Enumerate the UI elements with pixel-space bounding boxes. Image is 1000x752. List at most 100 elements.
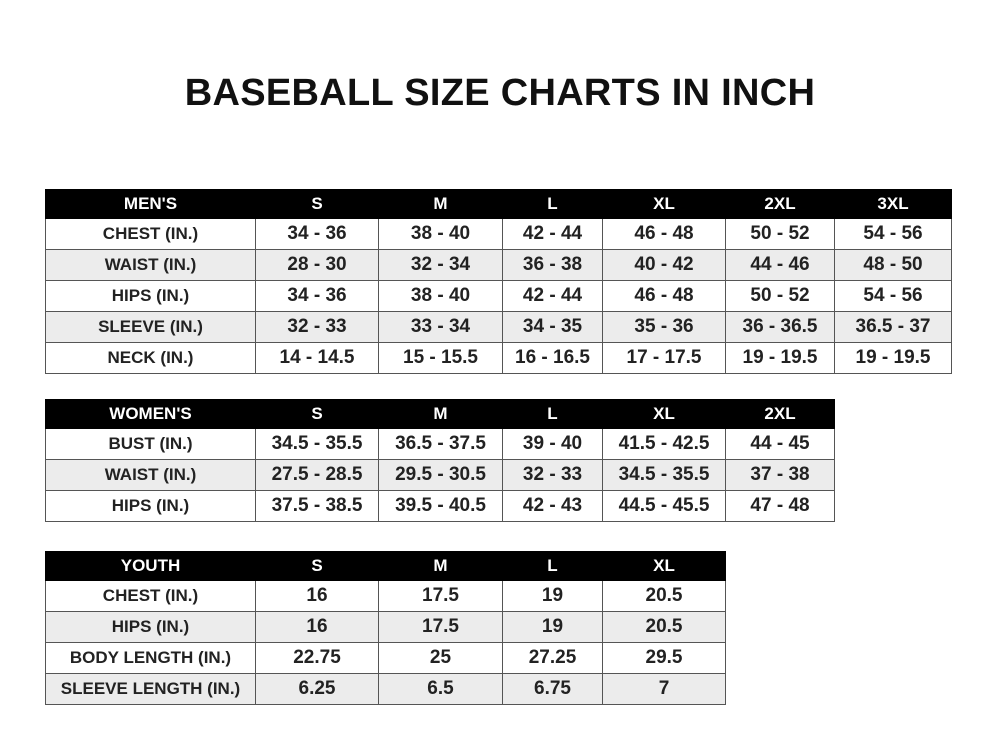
row-label: SLEEVE (IN.) [45, 311, 256, 343]
table-cell: 16 [255, 611, 379, 643]
table-cell: 32 - 34 [378, 249, 503, 281]
table-row: BODY LENGTH (IN.) 22.75 25 27.25 29.5 [45, 642, 726, 674]
table-row: HIPS (IN.) 37.5 - 38.5 39.5 - 40.5 42 - 43 4… [45, 490, 835, 522]
table-cell: 17.5 [378, 580, 503, 612]
table-cell: 29.5 [602, 642, 726, 674]
table-cell: 32 - 33 [255, 311, 379, 343]
table-cell: 16 [255, 580, 379, 612]
table-cell: 22.75 [255, 642, 379, 674]
column-header: S [255, 551, 379, 581]
womens-size-table: WOMEN'S S M L XL 2XL BUST (IN.) 34.5 - 35.5 36.5… [45, 399, 835, 522]
header-row: MEN'S S M L XL 2XL 3XL [45, 189, 952, 219]
table-row: SLEEVE (IN.) 32 - 33 33 - 34 34 - 35 35 - 36… [45, 311, 952, 343]
table-cell: 6.5 [378, 673, 503, 705]
column-header: S [255, 189, 379, 219]
table-cell: 48 - 50 [834, 249, 952, 281]
table-cell: 20.5 [602, 580, 726, 612]
table-cell: 40 - 42 [602, 249, 726, 281]
table-cell: 44 - 46 [725, 249, 835, 281]
row-label: CHEST (IN.) [45, 218, 256, 250]
table-cell: 19 - 19.5 [834, 342, 952, 374]
column-header: L [502, 551, 603, 581]
table-cell: 42 - 44 [502, 218, 603, 250]
column-header: YOUTH [45, 551, 256, 581]
header-row: WOMEN'S S M L XL 2XL [45, 399, 835, 429]
table-cell: 50 - 52 [725, 218, 835, 250]
table-row: WAIST (IN.) 27.5 - 28.5 29.5 - 30.5 32 - 33… [45, 459, 835, 491]
page-title: BASEBALL SIZE CHARTS IN INCH [184, 72, 816, 114]
row-label: WAIST (IN.) [45, 249, 256, 281]
table-cell: 6.25 [255, 673, 379, 705]
table-row: BUST (IN.) 34.5 - 35.5 36.5 - 37.5 39 - 40 4… [45, 428, 835, 460]
table-row: WAIST (IN.) 28 - 30 32 - 34 36 - 38 40 - 42 4… [45, 249, 952, 281]
table-cell: 34 - 35 [502, 311, 603, 343]
table-cell: 37.5 - 38.5 [255, 490, 379, 522]
row-label: CHEST (IN.) [45, 580, 256, 612]
table-cell: 27.25 [502, 642, 603, 674]
column-header: S [255, 399, 379, 429]
row-label: NECK (IN.) [45, 342, 256, 374]
column-header: 3XL [834, 189, 952, 219]
table-cell: 39 - 40 [502, 428, 603, 460]
table-cell: 6.75 [502, 673, 603, 705]
table-row: HIPS (IN.) 34 - 36 38 - 40 42 - 44 46 - 48 50… [45, 280, 952, 312]
column-header: M [378, 551, 503, 581]
column-header: XL [602, 551, 726, 581]
table-cell: 41.5 - 42.5 [602, 428, 726, 460]
table-cell: 33 - 34 [378, 311, 503, 343]
table-cell: 27.5 - 28.5 [255, 459, 379, 491]
table-cell: 46 - 48 [602, 218, 726, 250]
column-header: WOMEN'S [45, 399, 256, 429]
row-label: SLEEVE LENGTH (IN.) [45, 673, 256, 705]
table-cell: 17 - 17.5 [602, 342, 726, 374]
table-cell: 29.5 - 30.5 [378, 459, 503, 491]
table-cell: 16 - 16.5 [502, 342, 603, 374]
table-cell: 35 - 36 [602, 311, 726, 343]
table-cell: 54 - 56 [834, 280, 952, 312]
column-header: M [378, 399, 503, 429]
table-cell: 34 - 36 [255, 218, 379, 250]
table-cell: 44.5 - 45.5 [602, 490, 726, 522]
table-cell: 25 [378, 642, 503, 674]
table-cell: 19 - 19.5 [725, 342, 835, 374]
column-header: M [378, 189, 503, 219]
table-cell: 19 [502, 611, 603, 643]
column-header: L [502, 189, 603, 219]
youth-size-table: YOUTH S M L XL CHEST (IN.) 16 17.5 19 20.5 HIPS (I… [45, 551, 726, 705]
table-cell: 20.5 [602, 611, 726, 643]
table-cell: 39.5 - 40.5 [378, 490, 503, 522]
table-cell: 36 - 38 [502, 249, 603, 281]
table-cell: 42 - 43 [502, 490, 603, 522]
table-cell: 19 [502, 580, 603, 612]
row-label: BUST (IN.) [45, 428, 256, 460]
table-row: CHEST (IN.) 16 17.5 19 20.5 [45, 580, 726, 612]
row-label: HIPS (IN.) [45, 490, 256, 522]
mens-size-table: MEN'S S M L XL 2XL 3XL CHEST (IN.) 34 - 36 38 - 4… [45, 189, 952, 374]
table-cell: 36 - 36.5 [725, 311, 835, 343]
column-header: XL [602, 189, 726, 219]
table-cell: 34.5 - 35.5 [255, 428, 379, 460]
table-cell: 38 - 40 [378, 280, 503, 312]
table-cell: 42 - 44 [502, 280, 603, 312]
table-cell: 38 - 40 [378, 218, 503, 250]
column-header: XL [602, 399, 726, 429]
table-row: CHEST (IN.) 34 - 36 38 - 40 42 - 44 46 - 48 5… [45, 218, 952, 250]
column-header: 2XL [725, 189, 835, 219]
column-header: L [502, 399, 603, 429]
row-label: HIPS (IN.) [45, 611, 256, 643]
table-row: SLEEVE LENGTH (IN.) 6.25 6.5 6.75 7 [45, 673, 726, 705]
table-cell: 28 - 30 [255, 249, 379, 281]
table-cell: 34 - 36 [255, 280, 379, 312]
table-cell: 44 - 45 [725, 428, 835, 460]
row-label: BODY LENGTH (IN.) [45, 642, 256, 674]
table-cell: 15 - 15.5 [378, 342, 503, 374]
table-cell: 47 - 48 [725, 490, 835, 522]
table-cell: 7 [602, 673, 726, 705]
table-cell: 36.5 - 37.5 [378, 428, 503, 460]
row-label: HIPS (IN.) [45, 280, 256, 312]
table-cell: 54 - 56 [834, 218, 952, 250]
table-cell: 37 - 38 [725, 459, 835, 491]
table-cell: 32 - 33 [502, 459, 603, 491]
row-label: WAIST (IN.) [45, 459, 256, 491]
table-cell: 50 - 52 [725, 280, 835, 312]
